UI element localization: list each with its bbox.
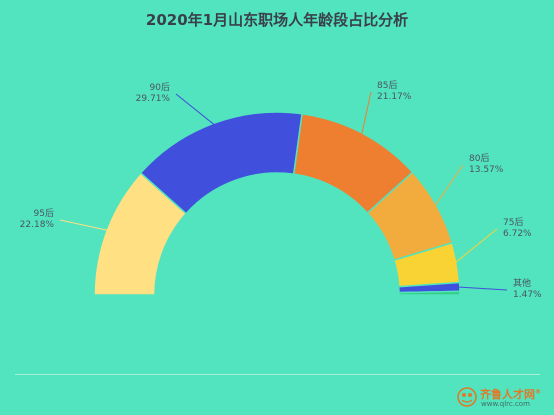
- leader-line-95后: [59, 219, 109, 231]
- watermark-logo: 齐鲁人才网® www.qlrc.com: [456, 385, 552, 411]
- slice-value-85后: 21.17%: [377, 92, 412, 102]
- logo-mark-icon: [457, 387, 477, 407]
- leader-line-75后: [454, 228, 498, 264]
- logo-name: 齐鲁人才网®: [480, 386, 541, 402]
- leader-line-90后: [175, 93, 216, 126]
- slice-label-85后: 85后: [377, 80, 397, 91]
- slice-value-其他: 1.47%: [513, 290, 542, 300]
- slice-label-80后: 80后: [469, 153, 489, 164]
- chart-title: 2020年1月山东职场人年龄段占比分析: [145, 11, 409, 29]
- slice-value-75后: 6.72%: [503, 229, 532, 239]
- slice-label-95后: 95后: [34, 208, 54, 219]
- slice-label-其他: 其他: [513, 277, 531, 289]
- leader-line-80后: [434, 164, 464, 207]
- leader-line-其他: [457, 286, 508, 291]
- slice-extra[interactable]: [398, 290, 461, 296]
- footer-divider: [15, 374, 540, 375]
- slice-label-75后: 75后: [503, 217, 523, 228]
- logo-name-text: 齐鲁人才网: [480, 388, 535, 401]
- slice-value-80后: 13.57%: [469, 165, 504, 175]
- logo-url: www.qlrc.com: [481, 400, 530, 408]
- slice-group: [93, 111, 461, 296]
- registered-mark: ®: [535, 388, 541, 396]
- slice-value-95后: 22.18%: [20, 220, 55, 230]
- leader-line-group: [59, 91, 508, 291]
- leader-line-85后: [361, 91, 372, 136]
- slice-label-90后: 90后: [150, 82, 170, 93]
- slice-value-90后: 29.71%: [136, 94, 171, 104]
